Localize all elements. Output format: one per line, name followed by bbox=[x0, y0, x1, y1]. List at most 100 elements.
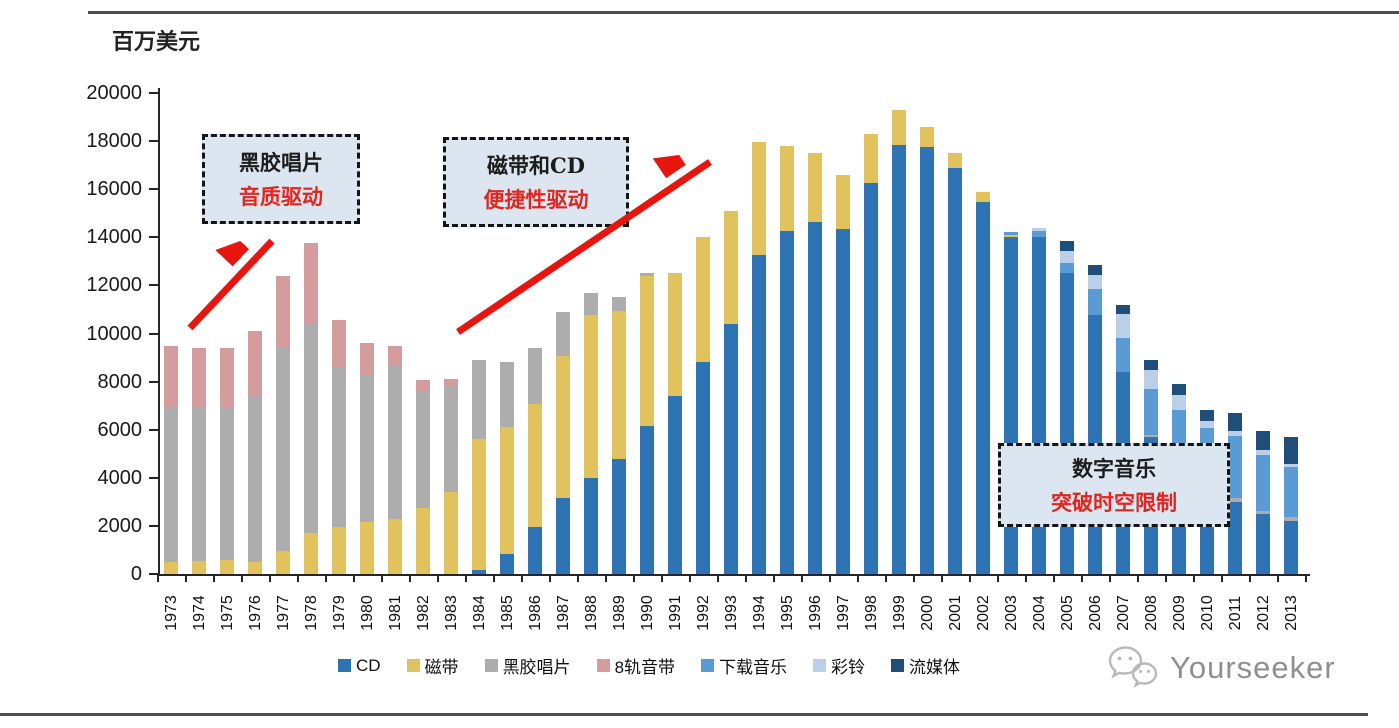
x-tick-label-1984: 1984 bbox=[471, 595, 488, 631]
y-tick bbox=[149, 236, 158, 239]
x-tick bbox=[1053, 574, 1055, 582]
bar-segment-黑胶唱片-1980 bbox=[360, 375, 374, 523]
bar-segment-彩铃-2010 bbox=[1200, 420, 1214, 429]
callout-cd-title: 磁带和CD bbox=[487, 153, 585, 178]
x-tick bbox=[1249, 574, 1251, 582]
bar-segment-流媒体-2007 bbox=[1116, 304, 1130, 315]
x-tick-label-1983: 1983 bbox=[443, 595, 460, 631]
x-tick bbox=[885, 574, 887, 582]
x-tick-label-2012: 2012 bbox=[1255, 595, 1272, 631]
y-tick bbox=[149, 573, 158, 575]
legend-label-彩铃: 彩铃 bbox=[831, 658, 866, 677]
y-tick-label: 6000 bbox=[97, 418, 143, 441]
legend-swatch-流媒体 bbox=[891, 659, 905, 672]
bottom-divider bbox=[0, 713, 1368, 716]
bar-segment-磁带-1975 bbox=[220, 559, 234, 574]
bar-segment-彩铃-2006 bbox=[1088, 274, 1102, 289]
bar-segment-流媒体-2008 bbox=[1144, 359, 1158, 370]
bar-segment-磁带-1997 bbox=[836, 174, 850, 229]
legend-label-8轨音带: 8轨音带 bbox=[614, 658, 676, 677]
bar-segment-磁带-2001 bbox=[948, 153, 962, 168]
x-tick bbox=[1081, 574, 1083, 582]
bar-segment-磁带-1988 bbox=[584, 315, 598, 478]
bar-segment-黑胶唱片-2012 bbox=[1256, 511, 1270, 514]
bar-segment-磁带-1981 bbox=[388, 519, 402, 574]
bar-segment-8轨音带-1978 bbox=[304, 243, 318, 324]
x-tick bbox=[801, 574, 803, 582]
x-tick bbox=[773, 574, 775, 582]
bar-segment-下载音乐-2005 bbox=[1060, 262, 1074, 274]
bar-segment-CD-1984 bbox=[472, 570, 486, 574]
bar-segment-磁带-1987 bbox=[556, 356, 570, 499]
bar-segment-CD-2002 bbox=[976, 202, 990, 574]
bar-segment-8轨音带-1974 bbox=[192, 347, 206, 409]
bar-segment-下载音乐-2012 bbox=[1256, 454, 1270, 512]
x-tick bbox=[1137, 574, 1139, 582]
bar-segment-下载音乐-2008 bbox=[1144, 388, 1158, 435]
x-tick-label-2009: 2009 bbox=[1171, 595, 1188, 631]
bar-segment-磁带-1973 bbox=[164, 561, 178, 574]
y-tick-label: 0 bbox=[130, 563, 142, 585]
bar-segment-彩铃-2009 bbox=[1172, 394, 1186, 411]
x-tick-label-1973: 1973 bbox=[163, 595, 180, 631]
x-tick bbox=[493, 574, 495, 582]
x-tick-label-1996: 1996 bbox=[807, 595, 824, 631]
x-tick-label-2013: 2013 bbox=[1283, 595, 1300, 631]
bar-segment-8轨音带-1982 bbox=[416, 380, 430, 393]
bar-segment-黑胶唱片-1985 bbox=[500, 362, 514, 428]
bar-segment-黑胶唱片-1984 bbox=[472, 359, 486, 440]
legend: CD 磁带 黑胶唱片 8轨音带 下载音乐 彩铃 流媒体 bbox=[338, 653, 960, 678]
x-tick-label-2010: 2010 bbox=[1199, 595, 1216, 631]
bar-segment-CD-1997 bbox=[836, 228, 850, 574]
x-tick bbox=[1221, 574, 1223, 582]
bar-segment-黑胶唱片-1974 bbox=[192, 408, 206, 561]
x-tick bbox=[465, 574, 467, 582]
bar-segment-磁带-1979 bbox=[332, 527, 346, 574]
x-tick bbox=[521, 574, 523, 582]
legend-item-流媒体: 流媒体 bbox=[891, 653, 960, 678]
x-tick bbox=[157, 574, 159, 582]
y-tick-label: 20000 bbox=[86, 82, 142, 104]
x-tick bbox=[717, 574, 719, 582]
x-tick-label-2002: 2002 bbox=[975, 595, 992, 631]
bar-segment-流媒体-2011 bbox=[1228, 412, 1242, 431]
legend-item-下载音乐: 下载音乐 bbox=[701, 653, 787, 678]
legend-label-流媒体: 流媒体 bbox=[909, 658, 961, 677]
bar-segment-CD-1993 bbox=[724, 323, 738, 574]
bar-segment-CD-1995 bbox=[780, 231, 794, 574]
y-axis-line bbox=[158, 88, 160, 576]
legend-label-黑胶唱片: 黑胶唱片 bbox=[502, 658, 571, 677]
bar-segment-流媒体-2005 bbox=[1060, 240, 1074, 251]
callout-vinyl-era: 黑胶唱片 音质驱动 bbox=[202, 134, 360, 224]
bar-segment-CD-1989 bbox=[612, 458, 626, 574]
x-tick bbox=[745, 574, 747, 582]
bar-segment-磁带-1999 bbox=[892, 109, 906, 145]
legend-swatch-8轨音带 bbox=[596, 659, 610, 672]
bar-segment-磁带-1986 bbox=[528, 404, 542, 528]
x-tick-label-1997: 1997 bbox=[835, 595, 852, 631]
bar-segment-CD-2001 bbox=[948, 167, 962, 574]
legend-item-彩铃: 彩铃 bbox=[813, 653, 865, 678]
x-tick-label-2011: 2011 bbox=[1227, 595, 1244, 631]
bar-segment-下载音乐-2006 bbox=[1088, 289, 1102, 316]
bar-segment-彩铃-2007 bbox=[1116, 314, 1130, 339]
x-tick-label-1987: 1987 bbox=[555, 595, 572, 631]
legend-swatch-下载音乐 bbox=[701, 659, 715, 672]
bar-segment-黑胶唱片-1986 bbox=[528, 347, 542, 405]
bar-segment-CD-2012 bbox=[1256, 513, 1270, 574]
bar-segment-流媒体-2010 bbox=[1200, 410, 1214, 421]
x-tick-label-2008: 2008 bbox=[1143, 595, 1160, 631]
legend-item-磁带: 磁带 bbox=[406, 653, 459, 678]
bar-segment-磁带-2002 bbox=[976, 191, 990, 203]
bar-segment-CD-1985 bbox=[500, 553, 514, 574]
bar-segment-流媒体-2013 bbox=[1284, 436, 1298, 464]
bar-segment-8轨音带-1983 bbox=[444, 379, 458, 386]
legend-item-8轨音带: 8轨音带 bbox=[596, 653, 676, 678]
bar-segment-彩铃-2005 bbox=[1060, 250, 1074, 263]
bar-segment-黑胶唱片-2008 bbox=[1144, 434, 1158, 437]
x-tick-label-1977: 1977 bbox=[275, 595, 292, 631]
bar-segment-磁带-1978 bbox=[304, 533, 318, 574]
bar-segment-彩铃-2012 bbox=[1256, 450, 1270, 455]
